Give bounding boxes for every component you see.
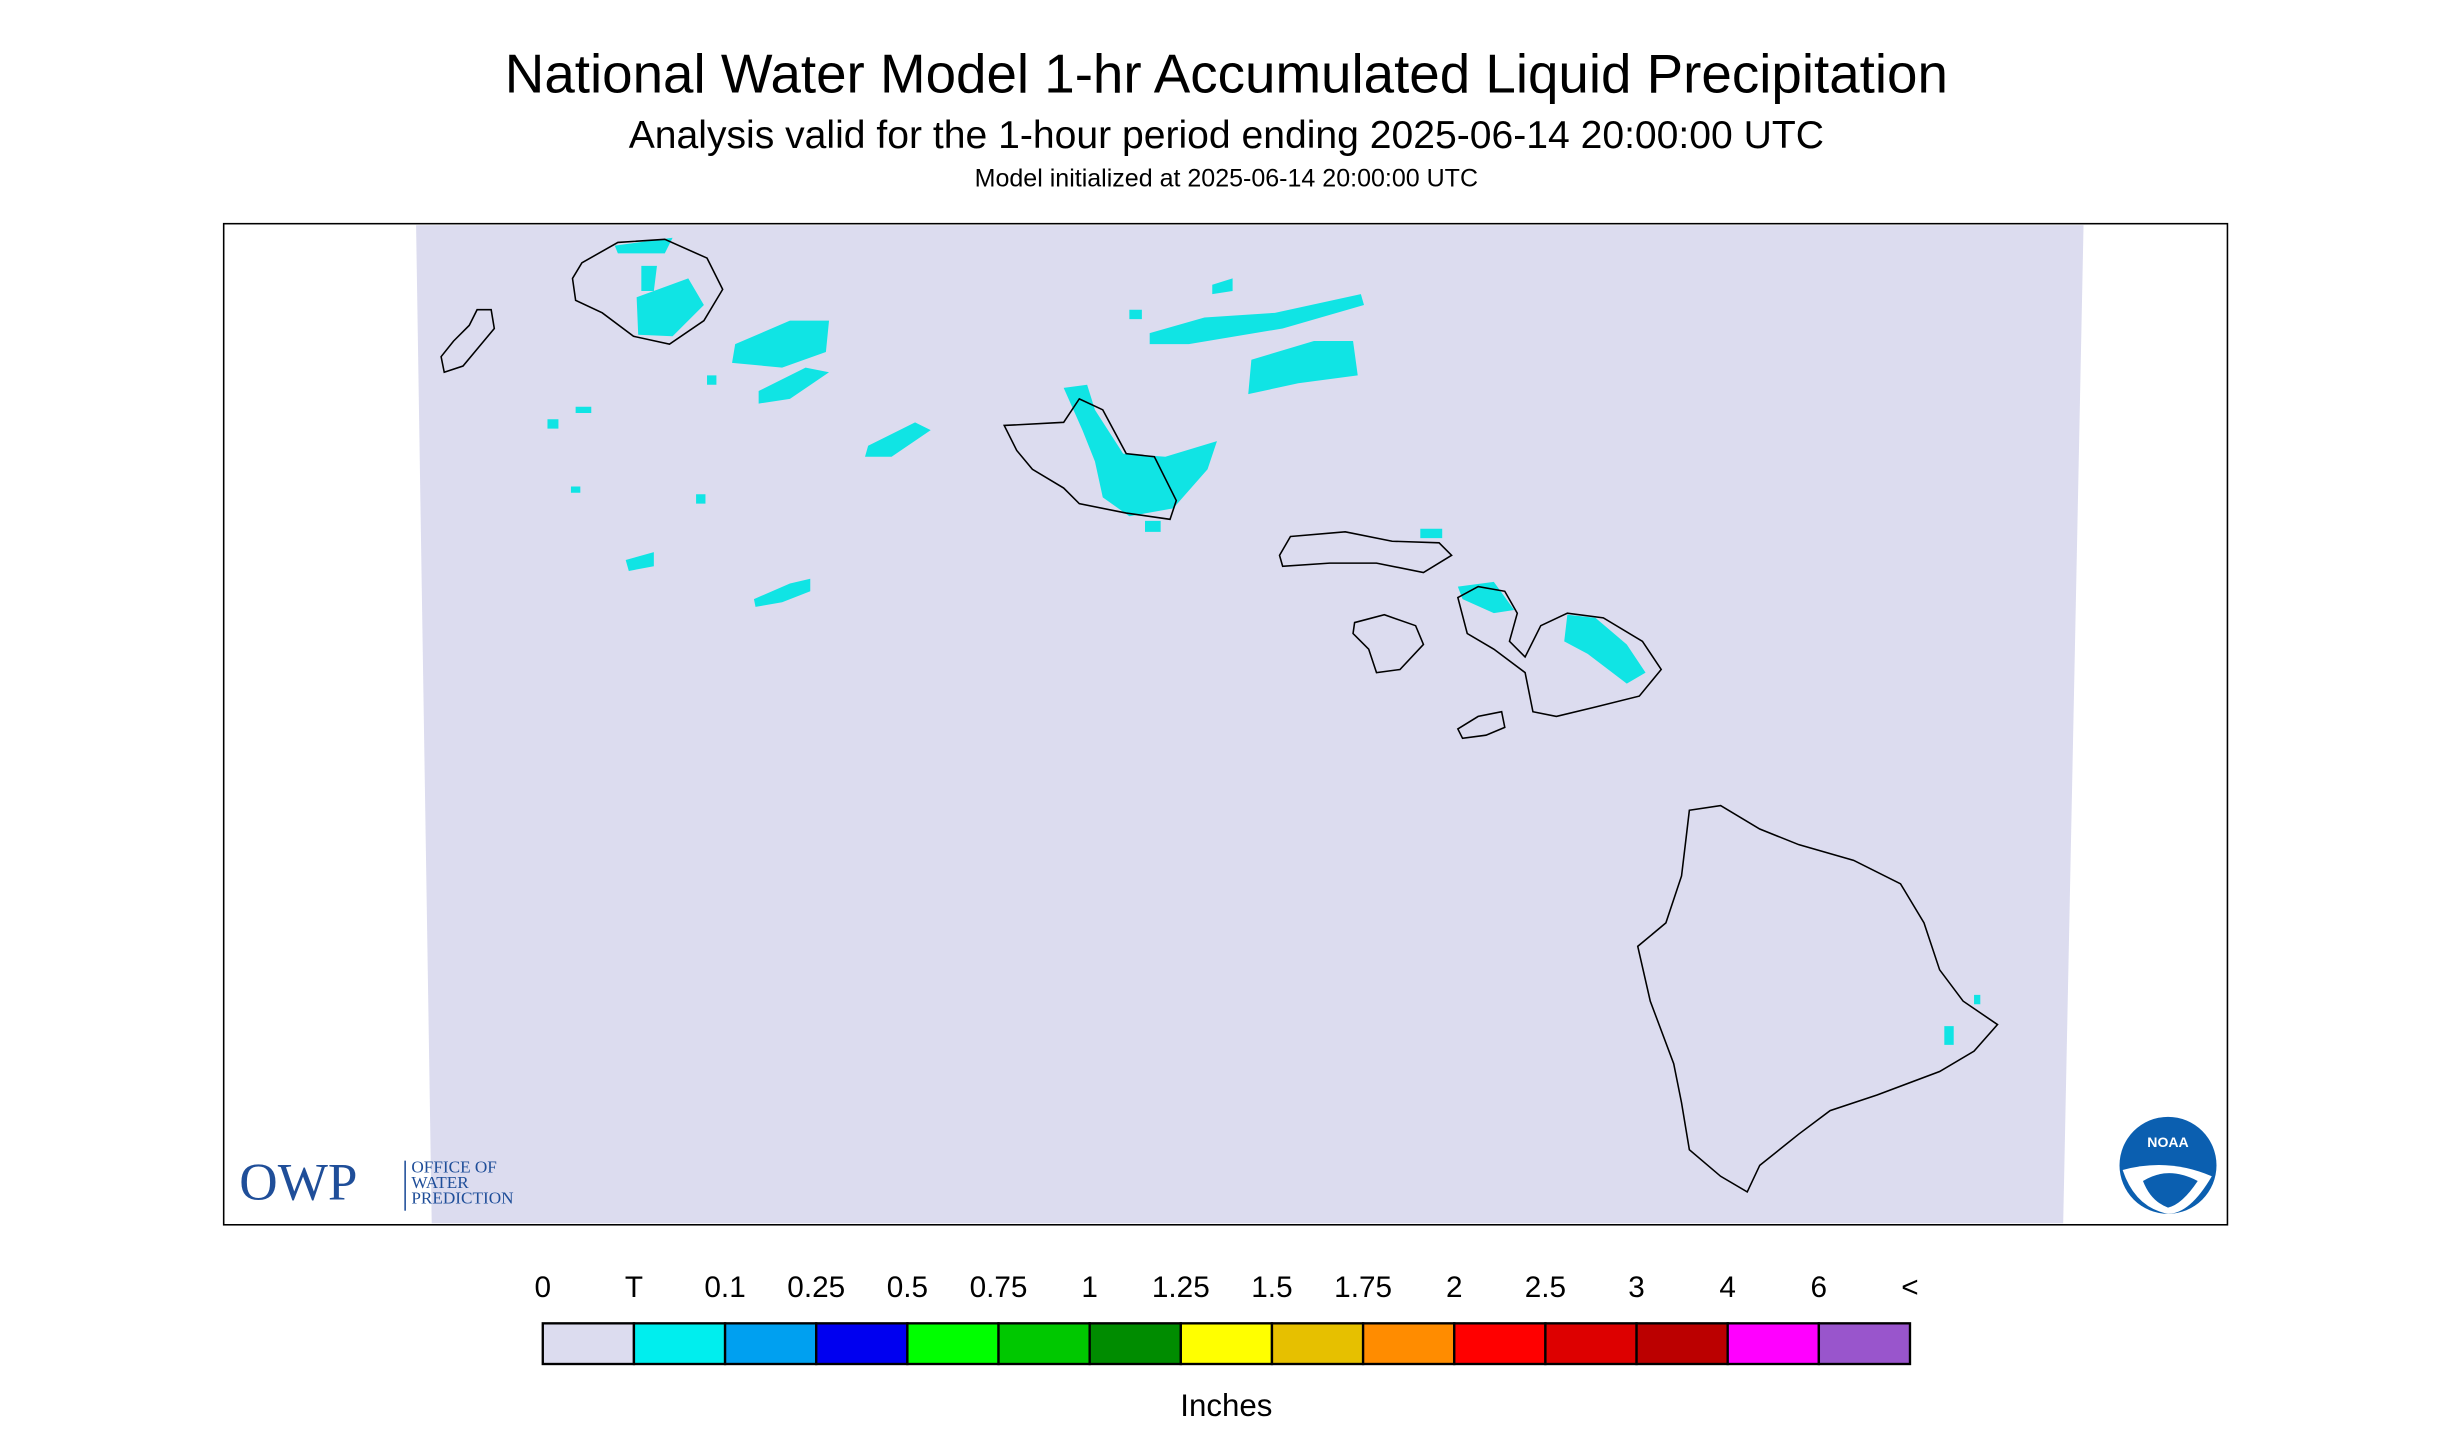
noaa-text: NOAA [2147,1134,2188,1150]
legend-label: 1.5 [1251,1271,1292,1304]
legend-swatch [1088,1322,1182,1366]
legend-label: 3 [1628,1271,1645,1304]
coastlines [440,238,1999,1194]
owp-text: OWP [239,1152,357,1211]
legend-label: 0.5 [887,1271,928,1304]
legend-swatch [1726,1322,1821,1366]
legend-swatch [1270,1322,1365,1366]
init-note: Model initialized at 2025-06-14 20:00:00… [975,164,1478,192]
legend-label: 4 [1719,1271,1736,1304]
legend-unit: Inches [1180,1388,1272,1423]
legend-label: 1 [1081,1271,1098,1304]
subtitle: Analysis valid for the 1-hour period end… [629,114,1824,157]
legend-swatch [632,1322,727,1366]
legend-swatch [815,1322,909,1366]
precipitation [547,237,1981,1045]
legend-label: T [625,1271,643,1304]
legend-swatch [1361,1322,1456,1366]
legend-label: 0.25 [787,1271,845,1304]
legend-label: 2 [1446,1271,1463,1304]
legend-label: 6 [1811,1271,1828,1304]
legend-label: 0.75 [970,1271,1028,1304]
legend-swatch [1179,1322,1274,1366]
legend-label: 1.25 [1152,1271,1210,1304]
owp-line: PREDICTION [411,1189,514,1208]
legend-swatch [1817,1322,1912,1366]
owp-line: OFFICE OF [411,1157,496,1176]
legend-label: 0.1 [704,1271,745,1304]
owp-line: WATER [411,1173,469,1192]
legend-label: 2.5 [1525,1271,1566,1304]
legend-swatch [723,1322,818,1366]
legend-swatch [1544,1322,1638,1366]
legend-label: 0 [535,1271,552,1304]
legend-swatch [1453,1322,1547,1366]
title: National Water Model 1-hr Accumulated Li… [505,43,1948,105]
legend-swatch [906,1322,1000,1366]
noaa-logo: NOAA [2119,1116,2217,1214]
legend-swatch [997,1322,1091,1366]
legend-swatch [1635,1322,1729,1366]
legend: 0 T 0.1 0.25 0.5 0.75 1 1.25 1.5 1.75 2 2.5 3 4 6 < [535,1271,1919,1366]
domain [416,225,2084,1224]
legend-swatch [541,1322,636,1366]
legend-label: < [1901,1271,1918,1304]
legend-label: 1.75 [1334,1271,1392,1304]
